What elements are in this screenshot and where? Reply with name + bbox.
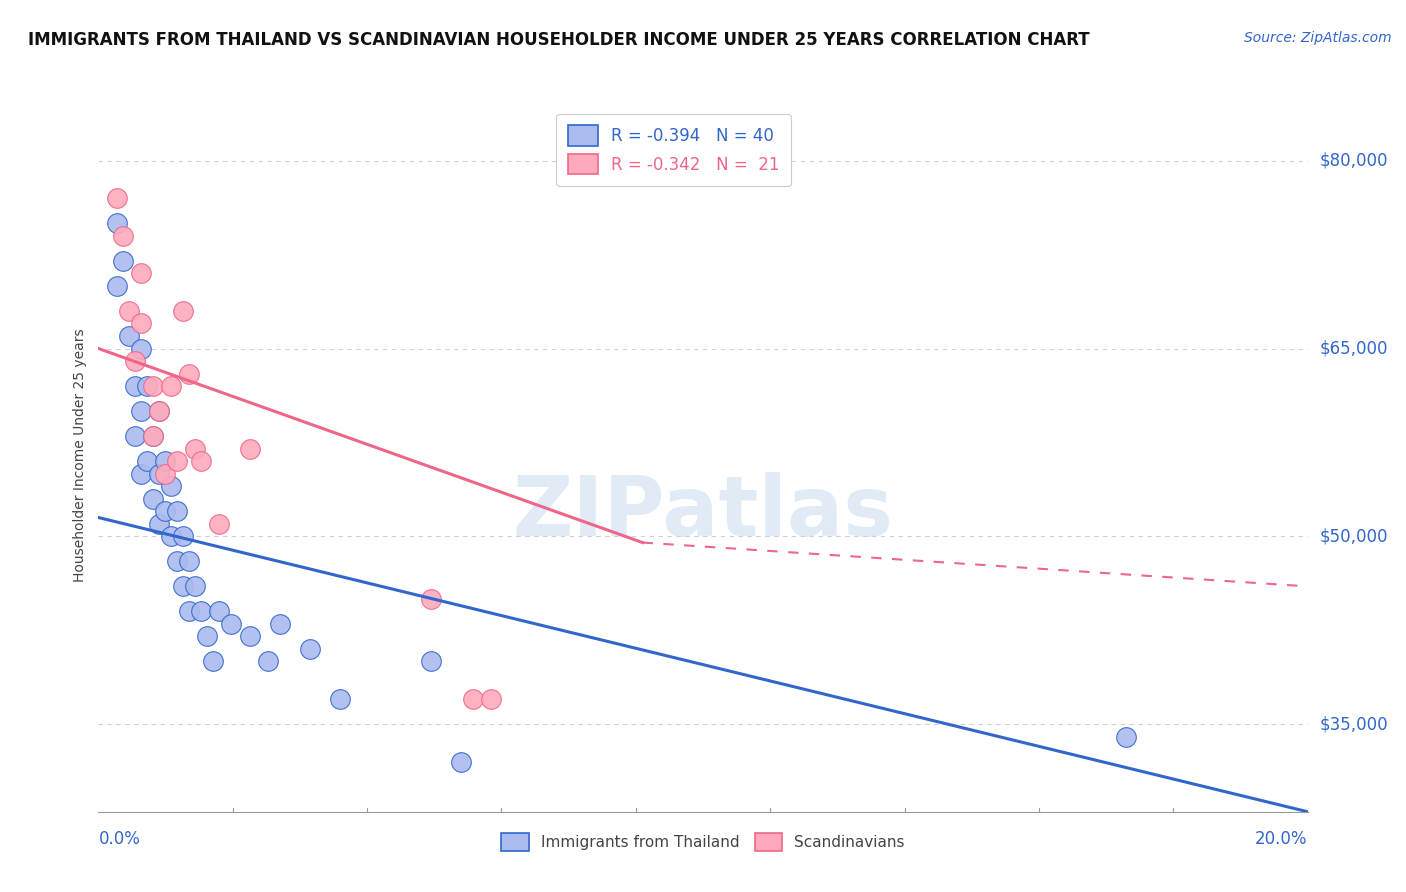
Point bbox=[239, 442, 262, 456]
Text: $35,000: $35,000 bbox=[1320, 715, 1388, 733]
Point bbox=[142, 429, 165, 443]
Point bbox=[129, 404, 152, 418]
Point bbox=[419, 655, 441, 669]
Point bbox=[160, 479, 183, 493]
Text: Source: ZipAtlas.com: Source: ZipAtlas.com bbox=[1244, 31, 1392, 45]
Point bbox=[239, 630, 262, 644]
Text: IMMIGRANTS FROM THAILAND VS SCANDINAVIAN HOUSEHOLDER INCOME UNDER 25 YEARS CORRE: IMMIGRANTS FROM THAILAND VS SCANDINAVIAN… bbox=[28, 31, 1090, 49]
Point bbox=[208, 604, 231, 618]
Point bbox=[148, 404, 170, 418]
Point bbox=[1115, 730, 1137, 744]
Point bbox=[111, 228, 134, 243]
Point bbox=[269, 616, 291, 631]
Point bbox=[142, 379, 165, 393]
Text: $65,000: $65,000 bbox=[1320, 340, 1388, 358]
Text: 20.0%: 20.0% bbox=[1256, 830, 1308, 848]
Point bbox=[177, 367, 201, 381]
Point bbox=[142, 429, 165, 443]
Point bbox=[148, 467, 170, 481]
Point bbox=[166, 454, 188, 468]
Text: $50,000: $50,000 bbox=[1320, 527, 1388, 545]
Point bbox=[166, 554, 188, 568]
Point bbox=[129, 266, 152, 280]
Point bbox=[481, 692, 503, 706]
Point bbox=[208, 516, 231, 531]
Point bbox=[129, 342, 152, 356]
Point bbox=[153, 454, 176, 468]
Point bbox=[124, 429, 146, 443]
Point bbox=[172, 304, 194, 318]
Point bbox=[124, 354, 146, 368]
Point bbox=[450, 755, 472, 769]
Point bbox=[195, 630, 218, 644]
Text: 0.0%: 0.0% bbox=[98, 830, 141, 848]
Point bbox=[221, 616, 243, 631]
Point bbox=[135, 454, 157, 468]
Point bbox=[166, 504, 188, 518]
Point bbox=[105, 216, 128, 230]
Point bbox=[148, 516, 170, 531]
Point bbox=[177, 604, 201, 618]
Point bbox=[419, 591, 441, 606]
Point bbox=[184, 579, 207, 593]
Y-axis label: Householder Income Under 25 years: Householder Income Under 25 years bbox=[73, 328, 87, 582]
Point bbox=[172, 529, 194, 543]
Point bbox=[124, 379, 146, 393]
Point bbox=[256, 655, 278, 669]
Point bbox=[184, 442, 207, 456]
Point bbox=[148, 404, 170, 418]
Point bbox=[299, 642, 322, 657]
Point bbox=[111, 253, 134, 268]
Point bbox=[160, 379, 183, 393]
Point bbox=[177, 554, 201, 568]
Point bbox=[172, 579, 194, 593]
Point bbox=[105, 279, 128, 293]
Point bbox=[105, 191, 128, 205]
Text: $80,000: $80,000 bbox=[1320, 152, 1388, 169]
Point bbox=[129, 467, 152, 481]
Point bbox=[153, 467, 176, 481]
Point bbox=[190, 454, 212, 468]
Point bbox=[463, 692, 485, 706]
Point bbox=[190, 604, 212, 618]
Text: ZIPatlas: ZIPatlas bbox=[513, 472, 893, 552]
Point bbox=[142, 491, 165, 506]
Point bbox=[202, 655, 225, 669]
Legend: R = -0.394   N = 40, R = -0.342   N =  21: R = -0.394 N = 40, R = -0.342 N = 21 bbox=[557, 113, 792, 186]
Point bbox=[329, 692, 352, 706]
Point bbox=[129, 317, 152, 331]
Point bbox=[135, 379, 157, 393]
Point bbox=[118, 329, 141, 343]
Point bbox=[160, 529, 183, 543]
Point bbox=[118, 304, 141, 318]
Point bbox=[153, 504, 176, 518]
